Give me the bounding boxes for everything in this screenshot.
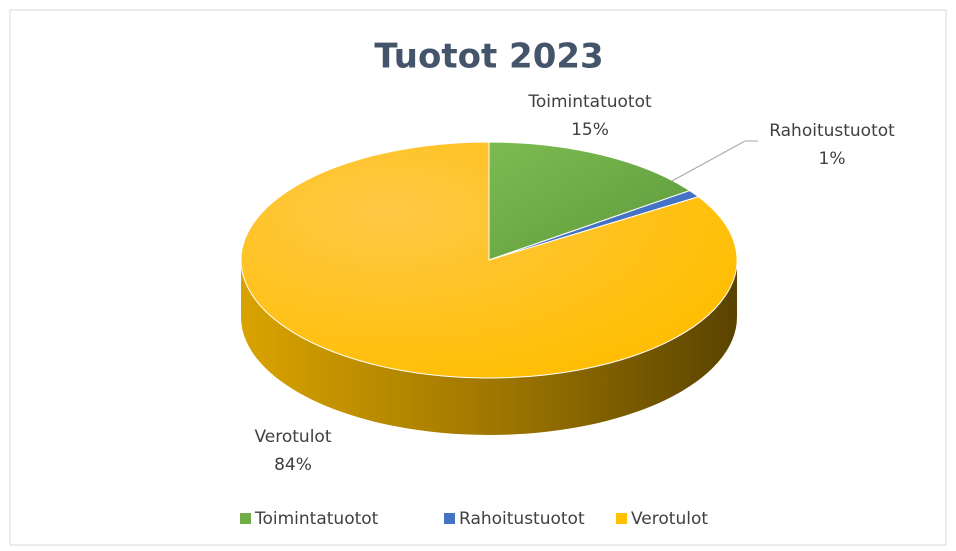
slice: [488, 141, 691, 261]
legend-swatch: [616, 513, 627, 524]
data-label-name: Rahoitustuotot: [769, 121, 895, 141]
legend-label: Toimintatuotot: [254, 509, 379, 529]
slice: [240, 141, 738, 379]
legend-swatch: [444, 513, 455, 524]
legend-label: Rahoitustuotot: [459, 509, 585, 529]
data-label-name: Verotulot: [254, 427, 331, 447]
data-label-name: Toimintatuotot: [527, 92, 652, 112]
data-label-value: 84%: [274, 455, 312, 475]
leader-line: [671, 140, 758, 182]
data-label-value: 15%: [571, 120, 609, 140]
legend-swatch: [240, 513, 251, 524]
data-label-value: 1%: [819, 149, 846, 169]
slice-side: [241, 260, 737, 435]
legend-label: Verotulot: [631, 509, 708, 529]
chart-title: Tuotot 2023: [374, 37, 603, 77]
